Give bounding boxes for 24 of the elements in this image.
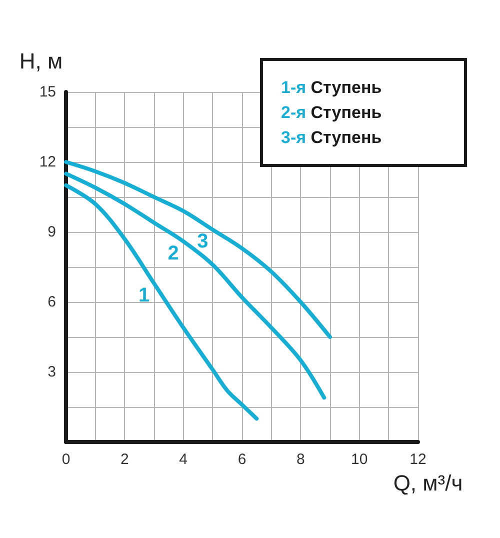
series-label: 3 bbox=[197, 230, 208, 253]
y-tick-label: 9 bbox=[48, 224, 56, 240]
x-tick-label: 8 bbox=[296, 451, 305, 468]
x-axis-title: Q, м³/ч bbox=[393, 470, 463, 496]
x-tick-label: 6 bbox=[238, 451, 246, 468]
x-tick-label: 4 bbox=[179, 451, 188, 468]
y-tick-label: 3 bbox=[48, 364, 56, 380]
x-tick-label: 12 bbox=[410, 451, 426, 468]
annotation: 2-я Ступень bbox=[281, 102, 382, 124]
line-series bbox=[64, 172, 326, 400]
text-frame: 1-я Ступень 2-я Ступень 3-я Ступень bbox=[260, 58, 467, 167]
line-series bbox=[64, 160, 332, 339]
y-tick-label: 15 bbox=[39, 84, 56, 100]
x-tick-label: 2 bbox=[120, 451, 129, 468]
x-tick-label: 0 bbox=[62, 451, 70, 468]
annotation: 1-я Ступень bbox=[281, 77, 382, 99]
annotation: 3-я Ступень bbox=[281, 127, 382, 149]
line-series bbox=[64, 183, 259, 421]
y-tick-label: 12 bbox=[39, 154, 56, 170]
series-label: 1 bbox=[138, 284, 150, 306]
y-tick-label: 6 bbox=[48, 294, 56, 310]
series-label: 2 bbox=[168, 242, 179, 264]
y-axis-title: H, м bbox=[19, 48, 63, 74]
x-tick-label: 10 bbox=[350, 451, 368, 468]
